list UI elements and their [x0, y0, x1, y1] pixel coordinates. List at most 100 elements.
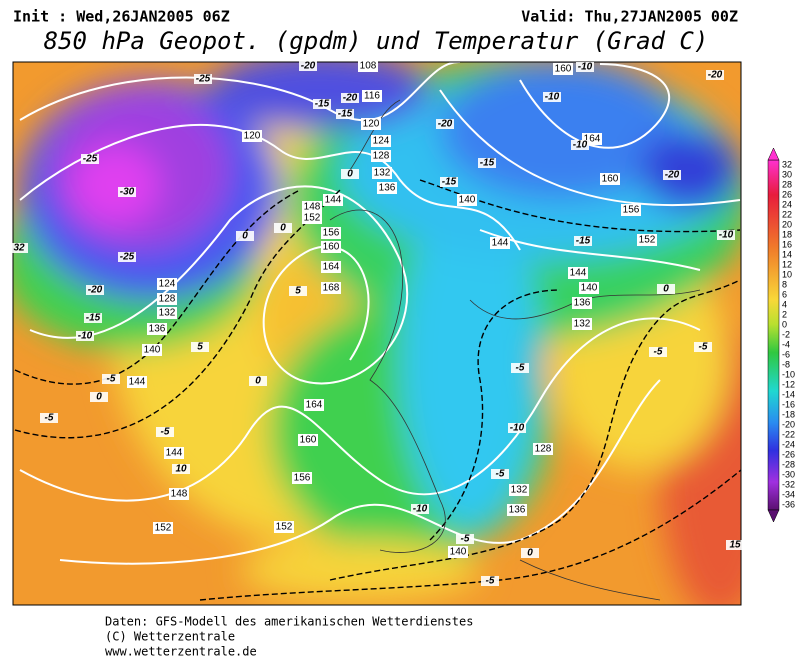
label-box	[358, 60, 378, 72]
temperature-label: -25	[196, 74, 211, 85]
label-box	[491, 469, 509, 479]
temperature-label: 0	[96, 392, 102, 403]
colorbar-cap	[767, 147, 780, 161]
temperature-label: 0	[347, 169, 353, 180]
label-box	[40, 413, 58, 423]
label-box	[521, 548, 539, 558]
temperature-label: 0	[242, 231, 248, 242]
label-box	[572, 318, 592, 330]
label-box	[242, 130, 262, 142]
geopotential-label: 144	[129, 377, 146, 388]
geopotential-label: 164	[584, 134, 601, 145]
colorbar-label: -18	[782, 409, 795, 419]
temperature-label: -10	[78, 331, 93, 342]
colorbar-label: -6	[782, 349, 790, 359]
temperature-label: -5	[45, 413, 54, 424]
temperature-labels: -20-25-15-20-15-20-25-30-25-20-15-10-50-…	[10, 61, 744, 587]
label-box	[191, 342, 209, 352]
label-box	[302, 201, 322, 213]
label-box	[490, 237, 510, 249]
label-box	[568, 267, 588, 279]
title: 850 hPa Geopot. (gpdm) und Temperatur (G…	[44, 27, 709, 55]
geopotential-label: 140	[581, 283, 598, 294]
colorbar-label: 20	[782, 219, 792, 229]
geopotential-label: 128	[159, 294, 176, 305]
temperature-label: -20	[665, 170, 680, 181]
temperature-label: -10	[413, 504, 428, 515]
colorbar-label: 12	[782, 259, 792, 269]
footer-line: Daten: GFS-Modell des amerikanischen Wet…	[105, 615, 473, 629]
label-box	[289, 286, 307, 296]
temperature-label: -15	[86, 313, 101, 324]
label-box	[481, 576, 499, 586]
label-box	[302, 212, 322, 224]
colorbar-label: -2	[782, 329, 790, 339]
colorbar-label: 28	[782, 179, 792, 189]
colorbar-label: 10	[782, 269, 792, 279]
geopotential-label: 160	[323, 242, 340, 253]
temperature-label: -15	[442, 177, 457, 188]
geopotential-label: 164	[323, 262, 340, 273]
label-box	[249, 376, 267, 386]
label-box	[507, 504, 527, 516]
colorbar-label: 24	[782, 199, 792, 209]
temperature-label: -25	[83, 154, 98, 165]
temperature-label: -10	[573, 140, 588, 151]
temperature-label: -15	[338, 109, 353, 120]
geopotential-label: 152	[639, 235, 656, 246]
geopotential-label: 152	[155, 523, 172, 534]
geopotential-label: 160	[602, 174, 619, 185]
colorbar-label: -8	[782, 359, 790, 369]
label-box	[86, 285, 104, 295]
label-box	[274, 521, 294, 533]
label-box	[371, 150, 391, 162]
label-box	[341, 169, 359, 179]
temperature-label: -20	[88, 285, 103, 296]
label-box	[157, 293, 177, 305]
label-box	[194, 74, 212, 84]
footer-line: www.wetterzentrale.de	[105, 645, 257, 658]
temperature-label: -10	[719, 230, 734, 241]
temperature-label: 0	[663, 284, 669, 295]
label-box	[90, 392, 108, 402]
geopotential-label: 120	[244, 131, 261, 142]
geopotential-label: 160	[555, 64, 572, 75]
temperature-label: 0	[527, 548, 533, 559]
label-box	[572, 297, 592, 309]
geopotential-label: 140	[459, 195, 476, 206]
label-box	[118, 252, 136, 262]
colorbar-label: 26	[782, 189, 792, 199]
geopotential-label: 136	[574, 298, 591, 309]
colorbar-label: -24	[782, 439, 795, 449]
colorbar-label: -32	[782, 479, 795, 489]
geopotential-labels: 1081161201241281321361201401441481521561…	[127, 60, 657, 558]
label-box	[304, 399, 324, 411]
label-box	[371, 135, 391, 147]
label-box	[717, 230, 735, 240]
label-box	[147, 323, 167, 335]
geopotential-label: 140	[144, 345, 161, 356]
label-box	[298, 434, 318, 446]
geopotential-label: 108	[360, 61, 377, 72]
geopotential-label: 152	[276, 522, 293, 533]
geopotential-label: 140	[450, 547, 467, 558]
label-box	[508, 423, 526, 433]
label-box	[694, 342, 712, 352]
temperature-label: 5	[197, 342, 203, 353]
geopotential-label: 136	[379, 183, 396, 194]
geopotential-label: 120	[363, 119, 380, 130]
map-field	[13, 62, 741, 605]
temperature-label: 0	[280, 223, 286, 234]
label-box	[153, 522, 173, 534]
temperature-label: 32	[13, 243, 25, 254]
label-box	[478, 158, 496, 168]
geopotential-label: 128	[535, 444, 552, 455]
temperature-label: -25	[120, 252, 135, 263]
colorbar-label: -34	[782, 489, 795, 499]
temperature-label: 0	[255, 376, 261, 387]
colorbar-label: 16	[782, 239, 792, 249]
temperature-contours	[14, 179, 741, 601]
label-box	[157, 278, 177, 290]
